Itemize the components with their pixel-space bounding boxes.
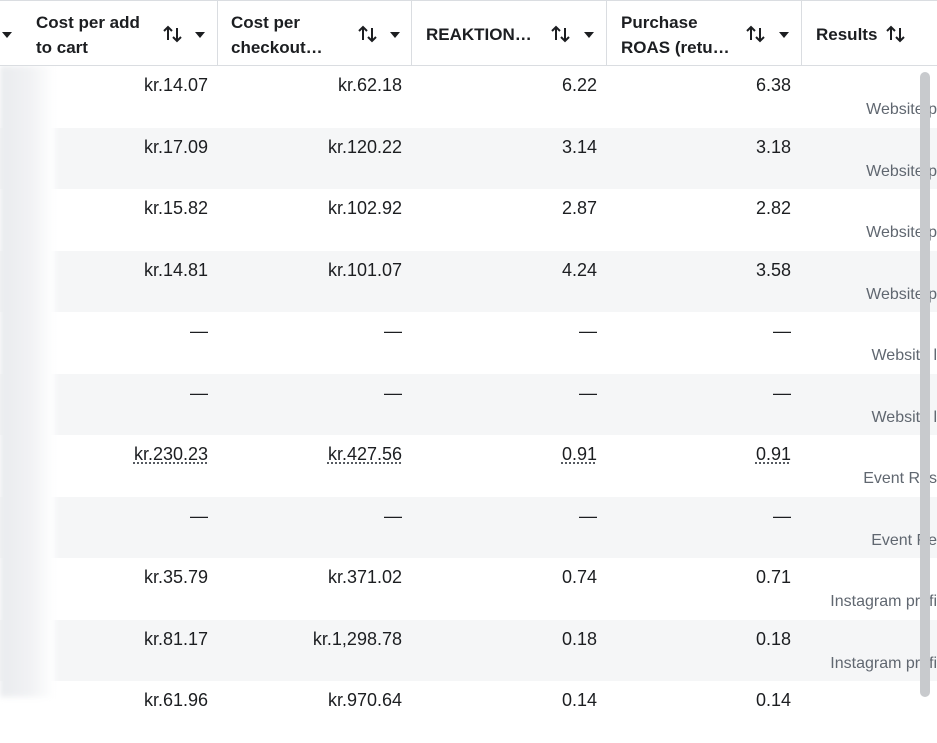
column-header-cost-per-checkout[interactable]: Cost per checkout… <box>218 1 412 66</box>
sort-icon[interactable] <box>885 23 907 45</box>
result-type-label: Website p <box>866 162 937 180</box>
cost-per-add-to-cart-cell: — <box>190 382 208 403</box>
cost-per-checkout-cell: kr.371.02 <box>327 567 402 587</box>
cost-per-add-to-cart-cell: kr.17.09 <box>143 136 208 157</box>
cost-per-add-to-cart-cell[interactable]: kr.230.23 <box>133 444 208 464</box>
table-row[interactable]: kr.35.79 kr.371.02 0.74 0.71 Instagram profi <box>0 558 937 620</box>
purchase-roas-cell[interactable]: 0.91 <box>755 444 791 464</box>
result-type-label: Website p <box>866 101 937 118</box>
purchase-roas-cell: — <box>773 321 791 341</box>
cost-per-add-to-cart-cell: — <box>190 505 208 526</box>
reaktion-cell: 4.24 <box>561 259 597 280</box>
results-cell: Website p <box>802 224 937 242</box>
sort-icon[interactable] <box>550 23 572 45</box>
cost-per-checkout-cell: kr.1,298.78 <box>312 628 402 649</box>
column-title-line2: ROAS (retu… <box>621 38 730 57</box>
results-cell: Instagram profi <box>802 655 937 673</box>
reaktion-cell: 0.14 <box>561 690 597 710</box>
cost-per-add-to-cart-cell: kr.14.07 <box>143 75 208 95</box>
column-title: Purchase <box>621 13 698 32</box>
table-row[interactable]: kr.61.96 kr.970.64 0.14 0.14 <box>0 681 937 743</box>
column-header-results[interactable]: Results <box>802 1 937 66</box>
purchase-roas-cell: 3.58 <box>755 259 791 280</box>
prev-column-dropdown-icon[interactable] <box>2 32 12 38</box>
purchase-roas-cell: 2.82 <box>755 198 791 218</box>
cost-per-checkout-cell: — <box>384 382 402 403</box>
sort-icon[interactable] <box>357 23 379 45</box>
reaktion-cell: 2.87 <box>561 198 597 218</box>
reaktion-cell: — <box>579 505 597 526</box>
results-cell <box>802 716 937 734</box>
results-cell: Instagram profi <box>802 593 937 611</box>
result-type-label: Instagram profi <box>830 654 937 672</box>
column-menu-icon[interactable] <box>584 32 594 38</box>
column-title-line2: checkout… <box>231 38 323 57</box>
cost-per-add-to-cart-cell: kr.61.96 <box>143 690 208 710</box>
cost-per-checkout-cell: kr.120.22 <box>327 136 402 157</box>
column-title-line2: to cart <box>36 38 88 57</box>
purchase-roas-cell: — <box>773 505 791 526</box>
reaktion-cell: 0.18 <box>561 628 597 649</box>
table-row[interactable]: kr.15.82 kr.102.92 2.87 2.82 Website p <box>0 189 937 251</box>
table-row[interactable]: — — — — Website l <box>0 373 937 435</box>
column-title: Cost per <box>231 13 300 32</box>
result-type-label: Website p <box>866 285 937 303</box>
table-row[interactable]: — — — — Event Re <box>0 496 937 558</box>
purchase-roas-cell: — <box>773 382 791 403</box>
purchase-roas-cell: 0.18 <box>755 628 791 649</box>
cost-per-add-to-cart-cell: kr.15.82 <box>143 198 208 218</box>
column-header-purchase-roas[interactable]: Purchase ROAS (retu… <box>607 1 802 66</box>
table-row[interactable]: kr.81.17 kr.1,298.78 0.18 0.18 Instagram pro… <box>0 619 937 681</box>
result-type-label: Instagram profi <box>830 593 937 610</box>
cost-per-add-to-cart-cell: kr.14.81 <box>143 259 208 280</box>
purchase-roas-cell: 0.14 <box>755 690 791 710</box>
results-cell: Website l <box>802 409 937 427</box>
cost-per-checkout-cell: — <box>384 505 402 526</box>
reaktion-cell: — <box>579 321 597 341</box>
column-menu-icon[interactable] <box>779 32 789 38</box>
results-cell: Website p <box>802 286 937 304</box>
results-cell: Website p <box>802 101 937 119</box>
results-cell: Event Res <box>802 470 937 488</box>
cost-per-add-to-cart-cell: kr.81.17 <box>143 628 208 649</box>
results-cell: Website l <box>802 347 937 365</box>
column-menu-icon[interactable] <box>390 32 400 38</box>
column-menu-icon[interactable] <box>195 32 205 38</box>
table-row[interactable]: — — — — Website l <box>0 312 937 374</box>
result-type-label: Website p <box>866 224 937 241</box>
column-header-cost-per-add-to-cart[interactable]: Cost per add to cart <box>22 1 218 66</box>
purchase-roas-cell: 3.18 <box>755 136 791 157</box>
reaktion-cell[interactable]: 0.91 <box>561 444 597 464</box>
purchase-roas-cell: 0.71 <box>755 567 791 587</box>
blurred-left-columns <box>0 66 55 697</box>
sort-icon[interactable] <box>162 23 184 45</box>
column-title: REAKTION… <box>426 25 532 44</box>
cost-per-checkout-cell: kr.101.07 <box>327 259 402 280</box>
table-row[interactable]: kr.230.23 kr.427.56 0.91 0.91 Event Res <box>0 435 937 497</box>
vertical-scrollbar[interactable] <box>920 72 930 697</box>
cost-per-checkout-cell: — <box>384 321 402 341</box>
table-row[interactable]: kr.14.07 kr.62.18 6.22 6.38 Website p <box>0 66 937 128</box>
cost-per-checkout-cell: kr.970.64 <box>327 690 402 710</box>
column-title: Results <box>816 25 878 44</box>
cost-per-checkout-cell[interactable]: kr.427.56 <box>327 444 402 464</box>
column-title: Cost per add <box>36 13 140 32</box>
reaktion-cell: — <box>579 382 597 403</box>
cost-per-add-to-cart-cell: — <box>190 321 208 341</box>
reaktion-cell: 3.14 <box>561 136 597 157</box>
results-cell: Website p <box>802 163 937 181</box>
result-type-label: Event Res <box>863 470 937 487</box>
results-cell: Event Re <box>802 532 937 550</box>
sort-icon[interactable] <box>745 23 767 45</box>
table-header: Cost per add to cart Cost per checkout… … <box>0 0 937 66</box>
reaktion-cell: 0.74 <box>561 567 597 587</box>
purchase-roas-cell: 6.38 <box>755 75 791 95</box>
cost-per-checkout-cell: kr.62.18 <box>337 75 402 95</box>
table-row[interactable]: kr.17.09 kr.120.22 3.14 3.18 Website p <box>0 127 937 189</box>
column-header-reaktion[interactable]: REAKTION… <box>412 1 607 66</box>
cost-per-checkout-cell: kr.102.92 <box>327 198 402 218</box>
cost-per-add-to-cart-cell: kr.35.79 <box>143 567 208 587</box>
table-row[interactable]: kr.14.81 kr.101.07 4.24 3.58 Website p <box>0 250 937 312</box>
reaktion-cell: 6.22 <box>561 75 597 95</box>
